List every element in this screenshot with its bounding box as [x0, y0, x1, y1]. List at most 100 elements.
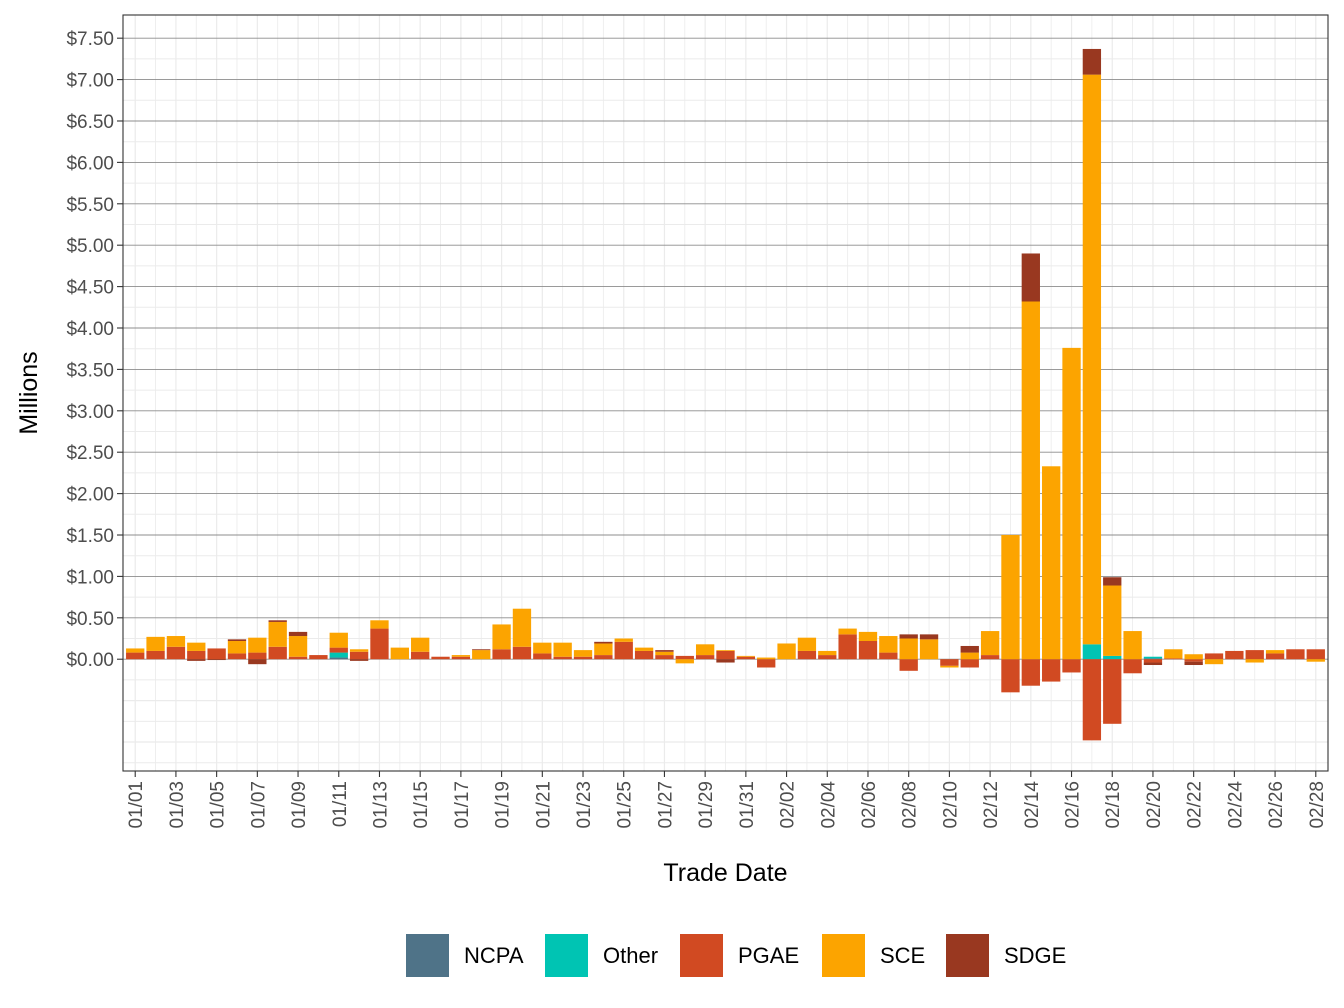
legend-key-sce	[822, 934, 865, 977]
bar-segment-pgae	[1306, 649, 1325, 660]
bar-segment-pgae	[1286, 649, 1305, 660]
bar-segment-pgae	[634, 650, 654, 660]
bar-segment-pgae	[1123, 659, 1142, 674]
x-tick-label: 01/03	[167, 781, 188, 829]
bar-segment-pgae	[1103, 659, 1122, 724]
bar-segment-sce	[370, 620, 389, 629]
x-tick-label: 02/24	[1225, 781, 1246, 829]
legend-key-sdge	[946, 934, 989, 977]
bar-segment-ncpa	[329, 657, 348, 660]
bar-segment-sce	[1164, 649, 1183, 659]
bar-segment-pgae	[695, 655, 715, 660]
bar-segment-pgae	[1204, 653, 1224, 660]
bar-segment-pgae	[655, 655, 674, 660]
plot-panel-border	[122, 14, 1329, 772]
bar-segment-pgae	[1225, 650, 1244, 660]
x-tick-label: 01/19	[493, 781, 514, 829]
bar-segment-pgae	[838, 634, 857, 660]
bar-segment-sce	[126, 648, 145, 653]
x-tick-label: 02/20	[1144, 781, 1165, 829]
bar-segment-sce	[594, 643, 613, 656]
x-tick-label: 01/15	[411, 781, 432, 829]
bar-segment-sce	[268, 621, 287, 647]
y-tick-label: $7.50	[66, 29, 114, 50]
bar-segment-sce	[879, 636, 898, 653]
bar-segment-pgae	[187, 650, 206, 660]
bar-segment-sdge	[1143, 662, 1163, 666]
x-tick-label: 01/23	[574, 781, 595, 829]
bar-segment-sce	[1245, 659, 1264, 663]
x-tick-label: 01/07	[248, 781, 269, 829]
bar-segment-sce	[777, 643, 796, 660]
bar-segment-pgae	[1164, 658, 1183, 660]
x-tick-label: 01/13	[370, 781, 391, 829]
legend-key-pgae	[680, 934, 723, 977]
bar-segment-pgae	[858, 640, 878, 660]
bar-segment-sce	[675, 659, 694, 664]
y-axis-title: Millions	[15, 351, 43, 434]
bar-segment-pgae	[451, 656, 471, 660]
y-tick-label: $5.50	[66, 195, 114, 216]
bar-segment-sce	[634, 647, 654, 651]
bar-segment-pgae	[207, 648, 226, 660]
x-tick-label: 02/02	[778, 781, 799, 829]
bar-segment-sce	[1062, 347, 1081, 660]
x-tick-label: 01/11	[330, 781, 351, 827]
x-tick-label: 02/04	[818, 781, 839, 829]
bar-segment-sdge	[1184, 661, 1203, 666]
bar-segment-sce	[349, 649, 369, 652]
bar-segment-sdge	[1021, 253, 1040, 302]
bar-segment-pgae	[899, 659, 918, 671]
x-tick-label: 02/18	[1103, 781, 1124, 829]
bar-segment-pgae	[1021, 659, 1040, 686]
legend-label-sce: SCE	[880, 943, 925, 968]
bar-segment-sce	[797, 637, 817, 651]
x-axis-title: Trade Date	[663, 859, 787, 887]
bar-segment-sce	[940, 665, 959, 668]
x-tick-label: 02/12	[981, 781, 1002, 829]
x-tick-label: 02/16	[1063, 781, 1084, 829]
bar-segment-pgae	[431, 656, 450, 660]
bar-segment-sce	[146, 636, 165, 651]
bar-segment-pgae	[492, 649, 511, 660]
bar-segment-sce	[1082, 74, 1102, 645]
bar-segment-pgae	[736, 656, 756, 660]
bar-segment-sce	[818, 650, 837, 656]
bar-segment-sdge	[1103, 577, 1122, 586]
bar-segment-sce	[1265, 650, 1285, 654]
y-tick-label: $7.00	[66, 71, 114, 92]
bar-segment-sce	[1123, 631, 1142, 660]
bar-segment-pgae	[146, 650, 165, 660]
bar-segment-pgae	[1042, 659, 1061, 682]
bar-segment-pgae	[512, 646, 532, 660]
x-tick-label: 02/22	[1185, 781, 1206, 829]
bar-segment-sce	[1103, 585, 1122, 656]
bar-segment-pgae	[1001, 659, 1020, 693]
bar-segment-pgae	[227, 653, 247, 660]
bar-segment-sdge	[288, 631, 308, 637]
major-gridlines	[123, 37, 1328, 660]
bar-segment-sce	[288, 636, 308, 657]
bar-segment-pgae	[553, 656, 572, 660]
bar-segment-sce	[492, 624, 511, 650]
bar-segment-pgae	[594, 655, 613, 660]
bar-segment-sdge	[248, 659, 267, 665]
bar-segment-pgae	[533, 653, 552, 660]
bar-segment-pgae	[675, 655, 694, 660]
bar-segment-pgae	[1082, 659, 1102, 741]
bar-segment-sce	[1001, 535, 1020, 660]
bar-segment-sdge	[349, 659, 369, 661]
x-tick-label: 02/26	[1266, 781, 1287, 829]
y-tick-label: $4.50	[66, 278, 114, 299]
bar-segment-sce	[960, 652, 979, 660]
y-tick-label: $5.00	[66, 236, 114, 257]
bar-segment-sce	[736, 655, 756, 657]
bar-segment-sce	[227, 640, 247, 654]
bar-segment-sdge	[207, 659, 226, 661]
x-tick-label: 01/31	[737, 781, 758, 829]
bar-segment-sce	[1204, 659, 1224, 665]
bar-segment-pgae	[716, 650, 735, 660]
y-tick-label: $0.00	[66, 650, 114, 671]
